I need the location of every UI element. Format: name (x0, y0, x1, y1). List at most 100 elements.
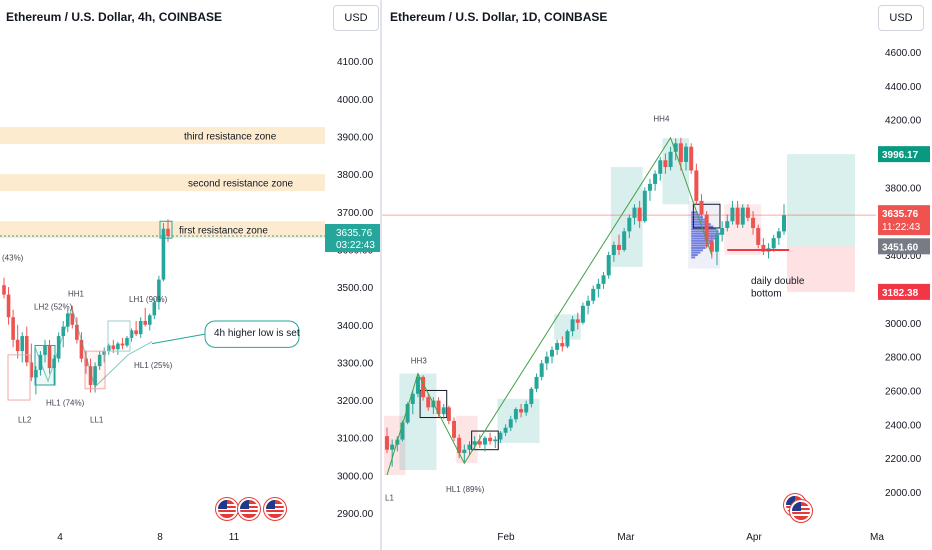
callout-box (204, 320, 300, 348)
swing-line (34, 306, 153, 388)
us-flag-icon[interactable] (216, 498, 238, 520)
candle-body (524, 403, 529, 413)
candle-body (555, 343, 560, 350)
y-tick-label: 3700.00 (337, 208, 374, 219)
candle-body (508, 419, 513, 428)
candle-body (617, 244, 622, 250)
volume-profile-bar (691, 244, 709, 247)
volume-profile-bar (691, 216, 703, 219)
candle-body (591, 288, 596, 301)
left-currency-button[interactable]: USD (333, 5, 379, 31)
candle-body (436, 400, 441, 415)
candle-body (400, 422, 405, 440)
swing-annotation: LL2 (18, 416, 32, 425)
candle-body (43, 345, 47, 355)
candle-body (421, 376, 426, 398)
swing-annotation: HL1 (74%) (46, 399, 85, 408)
candle-body (529, 388, 534, 404)
candle-body (75, 324, 79, 340)
y-tick-label: 4400.00 (885, 82, 922, 93)
current-price-tag-text: 3635.76 (882, 209, 919, 220)
entry-price-tag-text: 3451.60 (882, 242, 919, 253)
callout-text: daily double (751, 276, 805, 287)
candle-body (575, 319, 580, 323)
volume-profile-bar (691, 246, 706, 249)
candle-body (678, 143, 683, 162)
y-tick-label: 4100.00 (337, 57, 374, 68)
us-flag-icon[interactable] (264, 498, 286, 520)
left-chart-panel: third resistance zone second resistance z… (0, 0, 380, 550)
current-price-tag (878, 205, 930, 236)
candle-body (580, 305, 585, 323)
target-price-tag (878, 146, 930, 163)
candle-body (415, 376, 420, 394)
x-tick-label: Apr (746, 532, 762, 543)
candle-body (47, 345, 52, 369)
candle-body (405, 403, 410, 423)
pattern-frame (419, 389, 448, 419)
right-currency-button[interactable]: USD (878, 5, 924, 31)
candle-body (611, 244, 616, 256)
candle-body (457, 437, 462, 454)
price-tag (325, 223, 380, 252)
resistance-zone-label: third resistance zone (184, 132, 277, 143)
y-tick-label: 3400.00 (337, 321, 374, 332)
right-chart-panel: HH4 HH3 HL1 (89%) L1 daily double bottom 4600… (382, 0, 932, 550)
candle-body (129, 330, 134, 338)
volume-profile-bar (691, 237, 716, 240)
candle-body (61, 326, 66, 337)
y-tick-label: 3100.00 (337, 434, 374, 445)
y-tick-label: 3300.00 (337, 358, 374, 369)
y-tick-label: 2800.00 (885, 353, 922, 364)
candle-body (740, 207, 745, 225)
candle-body (482, 437, 487, 445)
swing-annotation: LH1 (90%) (129, 295, 168, 304)
candle-body (756, 227, 761, 245)
candle-body (88, 366, 93, 385)
candle-body (560, 343, 565, 347)
swing-annotation: LH2 (52%) (34, 303, 73, 312)
us-flag-icon[interactable] (238, 498, 260, 520)
stop-loss-zone (787, 246, 855, 292)
candle-body (111, 345, 116, 350)
y-tick-label: 4600.00 (885, 48, 922, 59)
swing-annotation: HL1 (89%) (446, 485, 485, 494)
volume-profile-bar (691, 254, 698, 257)
target-price-tag-text: 3996.17 (882, 150, 919, 161)
demand-zone (610, 167, 643, 267)
callout-text: 4h higher low is set (214, 328, 300, 339)
right-chart-svg: HH4 HH3 HL1 (89%) L1 daily double bottom 4600… (382, 48, 930, 543)
swing-annotation: HH1 (68, 290, 85, 299)
candle-body (694, 170, 699, 201)
candle-body (544, 356, 549, 364)
candle-body (673, 143, 678, 152)
candle-body (771, 238, 776, 249)
us-flag-icon[interactable] (790, 500, 812, 522)
x-tick-label: Mar (617, 532, 635, 543)
y-tick-label: 3900.00 (337, 133, 374, 144)
demand-zone (497, 398, 540, 443)
candle-body (699, 200, 704, 215)
candle-body (503, 427, 508, 433)
volume-profile-bar (691, 251, 701, 254)
candle-body (637, 207, 642, 222)
y-tick-label: 3400.00 (885, 251, 922, 262)
candle-body (441, 407, 446, 415)
y-tick-label: 3800.00 (885, 183, 922, 194)
candle-body (751, 217, 756, 228)
candle-body (106, 345, 111, 352)
pattern-box (107, 320, 131, 352)
volume-profile-bar (691, 249, 703, 252)
candle-body (689, 146, 694, 171)
y-tick-label: 3500.00 (337, 283, 374, 294)
candle-body (720, 227, 725, 235)
candle-body (658, 160, 663, 174)
panel-divider[interactable] (380, 0, 382, 550)
candle-body (549, 349, 554, 357)
stop-price-tag (878, 283, 930, 300)
candle-body (84, 358, 88, 367)
candle-body (446, 407, 451, 421)
y-tick-label: 3200.00 (337, 396, 374, 407)
swing-annotation: HH4 (653, 114, 670, 123)
candle-body (725, 221, 730, 228)
